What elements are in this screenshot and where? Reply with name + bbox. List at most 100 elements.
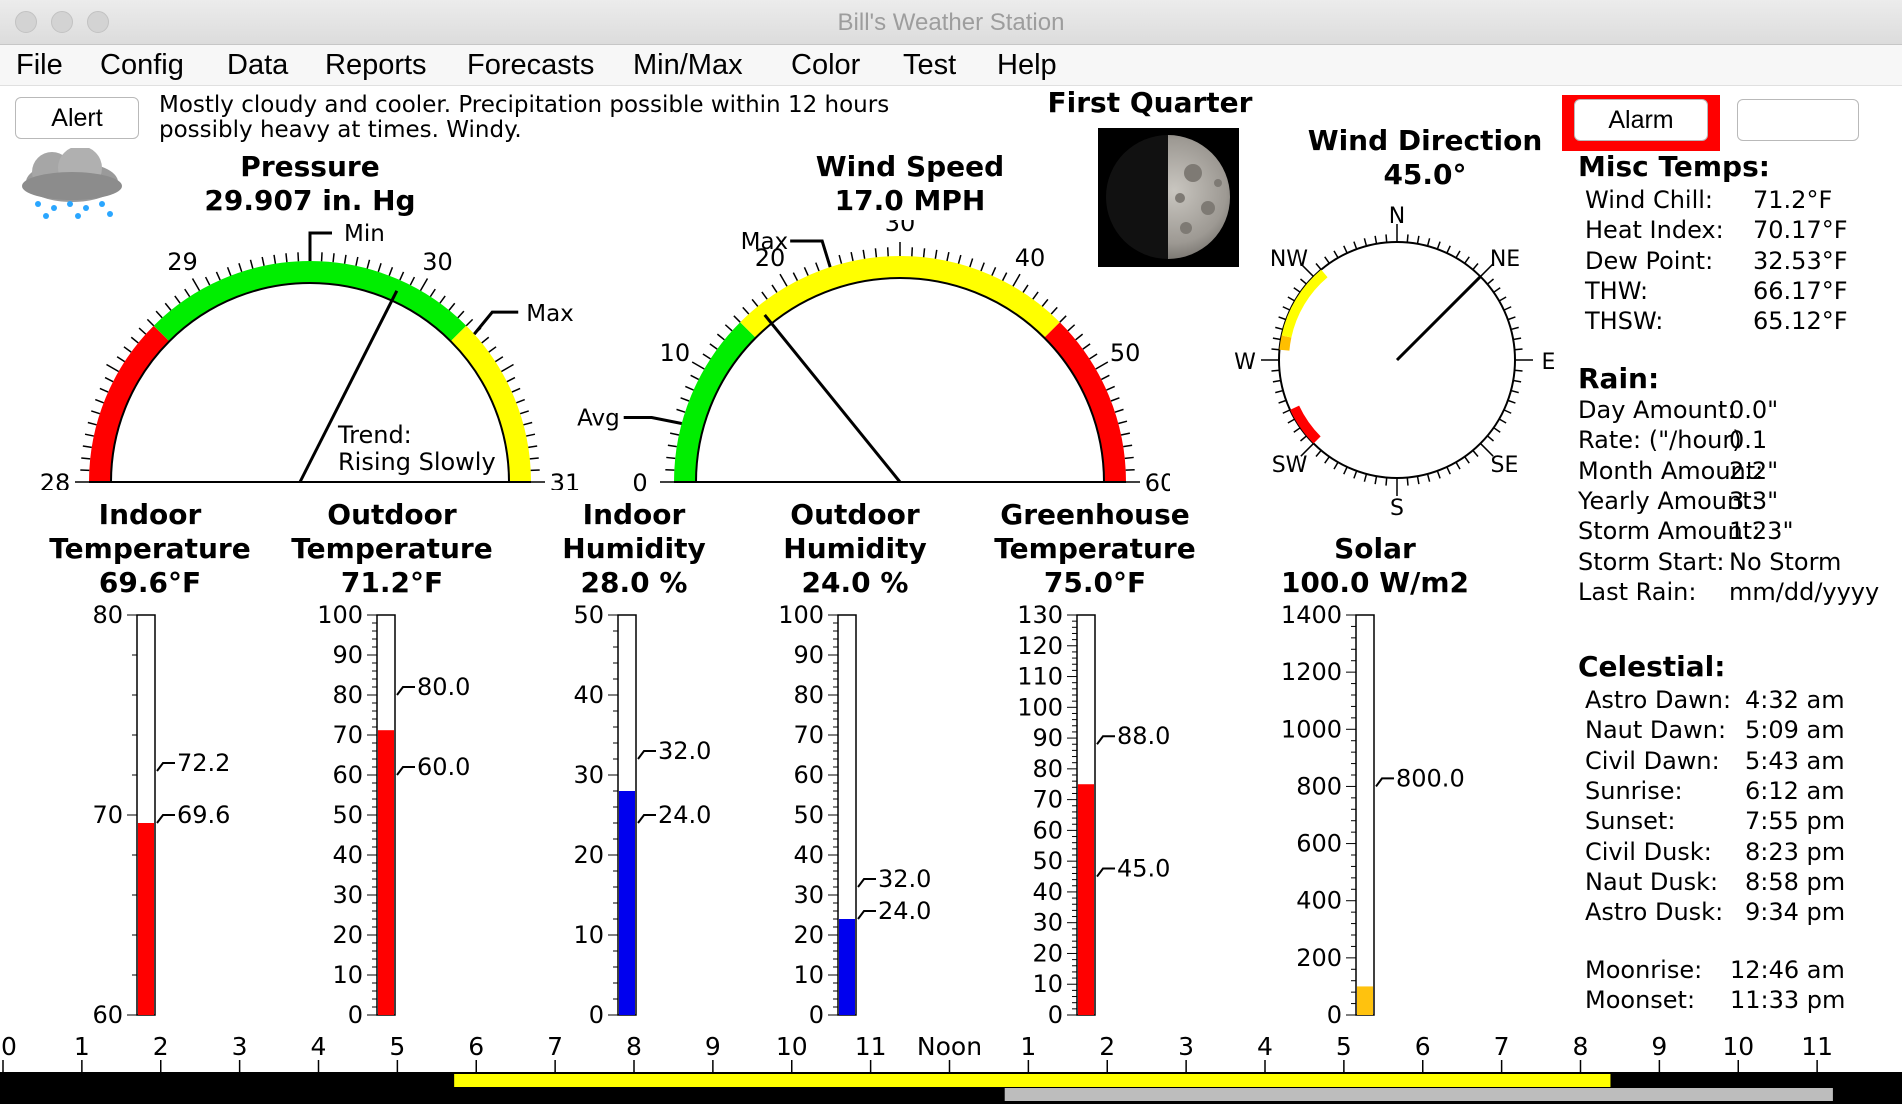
blank-button[interactable] bbox=[1737, 99, 1859, 141]
avg-marker bbox=[623, 416, 682, 425]
bar-marker bbox=[857, 910, 876, 920]
bar-tick-label: 20 bbox=[332, 921, 363, 949]
panel-row-label: Moonrise: bbox=[1585, 956, 1703, 984]
bar-tick-label: 400 bbox=[1296, 887, 1342, 915]
compass-tick bbox=[1493, 287, 1501, 293]
gauge-tick bbox=[273, 254, 277, 264]
thermo-title-line2: Temperature bbox=[291, 532, 493, 565]
panel-row-label: Day Amount: bbox=[1578, 396, 1736, 424]
gauge-tick bbox=[285, 253, 288, 263]
gauge-tick bbox=[1067, 324, 1076, 332]
gauge-tick bbox=[1123, 444, 1133, 448]
compass-tick bbox=[1293, 287, 1301, 293]
panel-row-value: 12:46 am bbox=[1730, 956, 1845, 984]
moon-phase-label: First Quarter bbox=[1047, 86, 1253, 119]
gauge-tick bbox=[138, 327, 147, 335]
bar-tick-label: 70 bbox=[793, 721, 824, 749]
bar-marker-label: 69.6 bbox=[177, 801, 230, 829]
panel-row-value: 6:12 am bbox=[1745, 776, 1845, 805]
panel-row-label: Sunset: bbox=[1585, 807, 1676, 836]
menu-reports[interactable]: Reports bbox=[325, 49, 427, 81]
gauge-tick bbox=[1118, 420, 1128, 425]
panel-row-label: Yearly Amount: bbox=[1578, 486, 1760, 515]
compass-tick bbox=[1514, 369, 1523, 372]
bar-tick-label: 100 bbox=[778, 601, 824, 629]
panel-row-value: 66.17°F bbox=[1753, 276, 1848, 305]
zoom-window-button[interactable] bbox=[87, 11, 109, 33]
panel-row-value: 65.12°F bbox=[1753, 307, 1848, 336]
compass-tick bbox=[1455, 250, 1461, 259]
menu-forecasts[interactable]: Forecasts bbox=[467, 49, 595, 81]
panel-row-value: 4:32 am bbox=[1745, 686, 1845, 714]
bar-tick-label: 10 bbox=[1032, 970, 1063, 998]
compass-tick bbox=[1374, 235, 1378, 244]
panel-row-value: 1.23" bbox=[1729, 517, 1794, 546]
gauge-tick bbox=[680, 397, 690, 402]
wind-direction-compass: N NE E SE S SW W NW bbox=[1234, 204, 1555, 521]
compass-tick bbox=[1479, 442, 1494, 457]
bar-tick-label: 1400 bbox=[1281, 601, 1342, 629]
panel-row-value: mm/dd/yyyy bbox=[1729, 577, 1880, 606]
thermo-value: 100.0 W/m2 bbox=[1280, 566, 1470, 599]
bar-tick-label: 90 bbox=[1032, 724, 1063, 752]
menu-min-max[interactable]: Min/Max bbox=[633, 49, 743, 81]
gauge-tick bbox=[850, 251, 854, 262]
minimize-window-button[interactable] bbox=[51, 11, 73, 33]
bar-tick-label: 60 bbox=[1032, 816, 1063, 844]
compass-tick bbox=[1493, 427, 1501, 433]
gauge-tick bbox=[429, 288, 436, 298]
trend-label: Trend: bbox=[338, 421, 412, 449]
gauge-tick bbox=[815, 262, 820, 272]
menu-config[interactable]: Config bbox=[100, 49, 184, 81]
gauge-tick bbox=[87, 421, 97, 426]
bar-tick-label: 90 bbox=[332, 641, 363, 669]
compass-tick bbox=[1446, 466, 1451, 475]
bar-fill bbox=[138, 823, 154, 1015]
menu-data[interactable]: Data bbox=[227, 49, 289, 81]
bar-tick-label: 60 bbox=[332, 761, 363, 789]
bar-tick-label: 30 bbox=[573, 761, 604, 789]
thermo-title-line1: Outdoor bbox=[327, 498, 457, 531]
menu-color[interactable]: Color bbox=[791, 49, 861, 81]
menu-help[interactable]: Help bbox=[997, 49, 1057, 81]
compass-label: N bbox=[1389, 204, 1405, 229]
bar-tick-label: 0 bbox=[809, 1001, 824, 1029]
bar-marker-label: 24.0 bbox=[878, 897, 931, 925]
gauge-tick bbox=[685, 385, 694, 391]
menu-file[interactable]: File bbox=[16, 49, 63, 81]
gauge-tick bbox=[238, 263, 243, 273]
close-window-button[interactable] bbox=[15, 11, 37, 33]
compass-tick bbox=[1479, 263, 1494, 278]
compass-label: S bbox=[1390, 496, 1404, 521]
wind-direction-title: Wind Direction 45.0° bbox=[1300, 124, 1550, 192]
forecast-text: Mostly cloudy and cooler. Precipitation … bbox=[159, 93, 1019, 143]
bar-fill bbox=[619, 791, 635, 1015]
bar-fill bbox=[378, 730, 394, 1015]
panel-row-value: 8:58 pm bbox=[1745, 867, 1846, 896]
compass-tick bbox=[1299, 278, 1308, 285]
solar-title: Solar 100.0 W/m2 bbox=[1255, 532, 1495, 600]
outdoor-humidity-title: Outdoor Humidity 24.0 % bbox=[745, 498, 965, 600]
gauge-tick bbox=[751, 298, 759, 307]
compass-tick bbox=[1503, 306, 1512, 311]
bar-tick-label: 0 bbox=[348, 1001, 363, 1029]
gauge-band bbox=[153, 261, 467, 342]
gauge-tick bbox=[494, 356, 504, 363]
compass-tick bbox=[1324, 456, 1330, 464]
gauge-tick bbox=[803, 267, 809, 276]
max-marker bbox=[473, 310, 519, 336]
pressure-trend: Trend: Rising Slowly bbox=[338, 422, 496, 476]
menu-test[interactable]: Test bbox=[903, 49, 957, 81]
bar-tick-label: 1000 bbox=[1281, 715, 1342, 743]
gauge-tick bbox=[761, 291, 768, 300]
panel-row-label: Naut Dusk: bbox=[1585, 867, 1719, 896]
pressure-value: 29.907 in. Hg bbox=[204, 184, 416, 217]
bar-tick-label: 40 bbox=[1032, 878, 1063, 906]
bar-tick-label: 0 bbox=[1327, 1001, 1342, 1029]
gauge-tick bbox=[667, 444, 677, 448]
alarm-button[interactable]: Alarm bbox=[1574, 99, 1708, 141]
alert-button[interactable]: Alert bbox=[15, 97, 139, 139]
gauge-inner-edge bbox=[695, 277, 1105, 483]
bar-tick-label: 120 bbox=[1017, 632, 1063, 660]
bar-tick-label: 50 bbox=[332, 801, 363, 829]
